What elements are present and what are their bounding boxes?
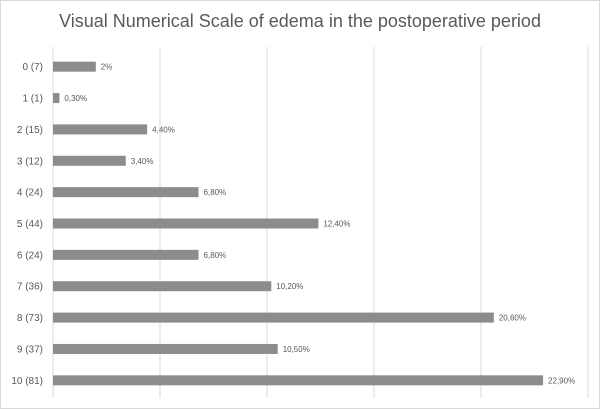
data-label: 10,50% (283, 345, 310, 354)
label-layer: 0 (7) 2% 1 (1) 0,30% 2 (15) 4,40% 3 (12) 3,40% 4… (11, 62, 575, 387)
data-label: 12,40% (323, 220, 350, 229)
data-label: 6,80% (204, 251, 227, 260)
category-label: 7 (36) (17, 282, 43, 293)
category-label: 10 (81) (11, 376, 43, 387)
category-label: 2 (15) (17, 125, 43, 136)
data-label: 20,60% (499, 314, 526, 323)
category-label: 1 (1) (22, 94, 43, 105)
data-label: 22,90% (548, 376, 575, 385)
category-label: 4 (24) (17, 188, 43, 199)
category-label: 5 (44) (17, 219, 43, 230)
bar (53, 61, 96, 72)
bar (53, 155, 126, 166)
bar (53, 281, 272, 292)
category-label: 3 (12) (17, 156, 43, 167)
bar (53, 93, 60, 104)
chart-title: Visual Numerical Scale of edema in the p… (59, 11, 541, 31)
category-label: 9 (37) (17, 344, 43, 355)
data-label: 0,30% (64, 94, 87, 103)
category-label: 8 (73) (17, 313, 43, 324)
category-label: 0 (7) (22, 62, 43, 73)
data-label: 10,20% (276, 282, 303, 291)
data-label: 2% (101, 63, 113, 72)
bar (53, 187, 199, 198)
data-label: 3,40% (131, 157, 154, 166)
bar (53, 375, 544, 386)
bar (53, 124, 148, 135)
bar (53, 343, 278, 354)
bar (53, 249, 199, 260)
bar (53, 312, 494, 323)
data-label: 6,80% (204, 188, 227, 197)
bar (53, 218, 319, 229)
category-label: 6 (24) (17, 250, 43, 261)
data-label: 4,40% (152, 125, 175, 134)
bar-layer (53, 61, 544, 386)
